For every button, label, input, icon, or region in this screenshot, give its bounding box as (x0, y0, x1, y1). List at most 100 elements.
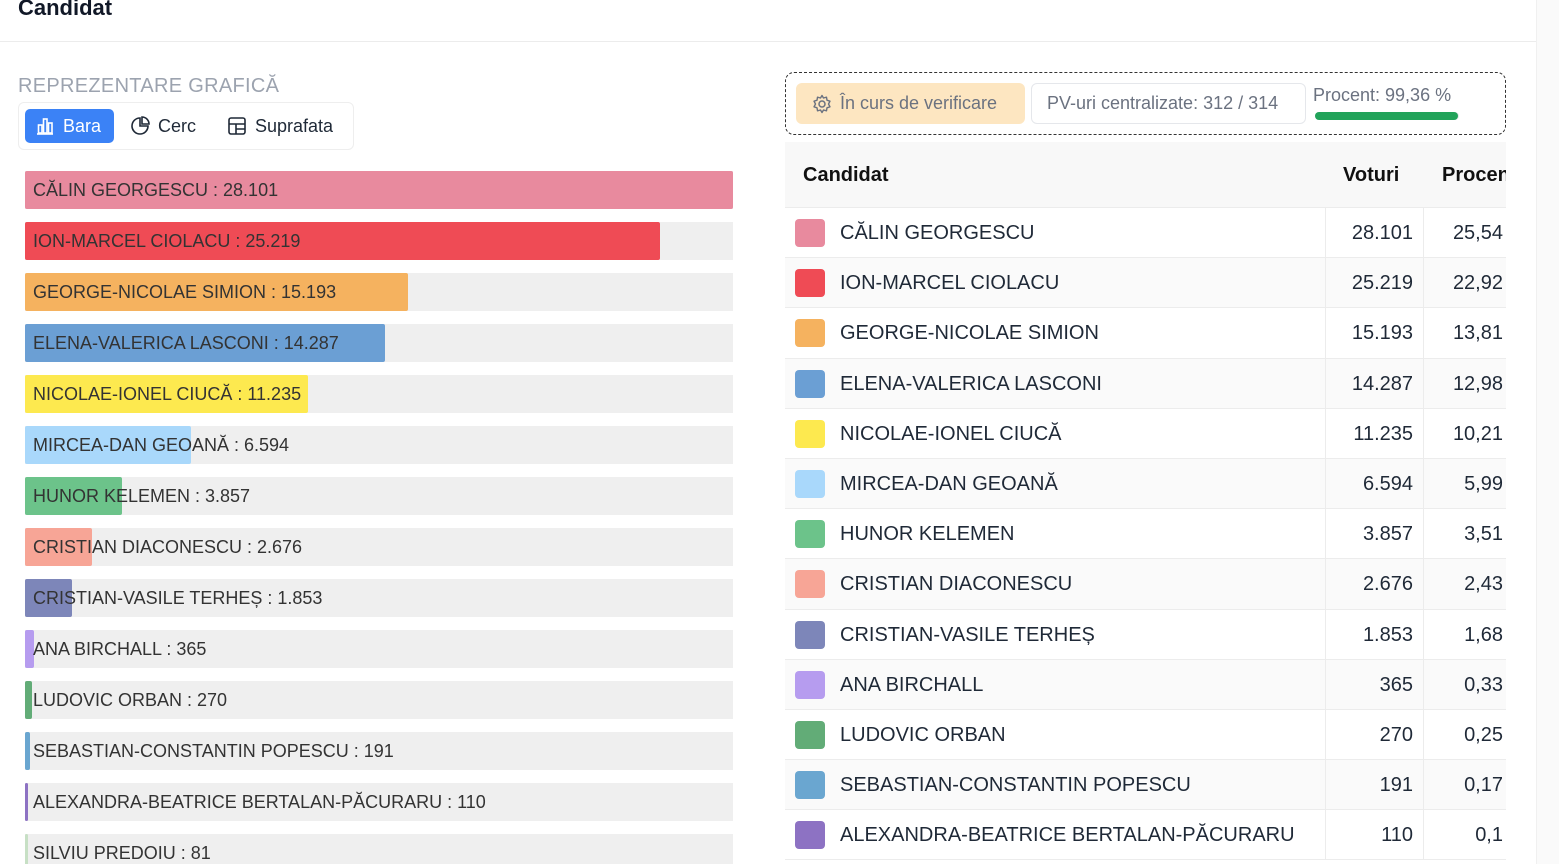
table-row[interactable]: ANA BIRCHALL 365 0,33 (785, 660, 1506, 710)
candidate-name-cell: SEBASTIAN-CONSTANTIN POPESCU (840, 760, 1191, 810)
table-row[interactable]: CĂLIN GEORGESCU 28.101 25,54 (785, 208, 1506, 258)
percent-cell: 25,54 (1423, 208, 1506, 258)
view-button-pie-label: Cerc (158, 116, 196, 137)
bar-row[interactable]: ION-MARCEL CIOLACU : 25.219 (25, 222, 733, 260)
table-row[interactable]: ION-MARCEL CIOLACU 25.219 22,92 (785, 258, 1506, 308)
votes-cell: 365 (1325, 660, 1423, 710)
table-row[interactable]: CRISTIAN-VASILE TERHEȘ 1.853 1,68 (785, 610, 1506, 660)
scrollbar-track[interactable] (1536, 0, 1559, 864)
candidate-name-cell: MIRCEA-DAN GEOANĂ (840, 459, 1058, 509)
percent-cell: 0,33 (1423, 660, 1506, 710)
color-swatch (795, 269, 825, 297)
bar-label: CRISTIAN-VASILE TERHEȘ : 1.853 (33, 579, 322, 617)
color-swatch (795, 520, 825, 548)
bar-row[interactable]: ALEXANDRA-BEATRICE BERTALAN-PĂCURARU : 1… (25, 783, 733, 821)
bar-row[interactable]: ELENA-VALERICA LASCONI : 14.287 (25, 324, 733, 362)
percent-cell: 22,92 (1423, 258, 1506, 308)
bar-row[interactable]: MIRCEA-DAN GEOANĂ : 6.594 (25, 426, 733, 464)
bar-label: ELENA-VALERICA LASCONI : 14.287 (33, 324, 339, 362)
percent-indicator: Procent: 99,36 % (1313, 83, 1473, 124)
bar-chart: CĂLIN GEORGESCU : 28.101 ION-MARCEL CIOLA… (25, 171, 733, 864)
page-title: Candidat (18, 0, 112, 21)
votes-cell: 28.101 (1325, 208, 1423, 258)
table-row[interactable]: ALEXANDRA-BEATRICE BERTALAN-PĂCURARU 110 0… (785, 810, 1506, 860)
bar (25, 732, 30, 770)
bar (25, 783, 28, 821)
gear-icon (812, 94, 832, 114)
status-panel: În curs de verificare PV-uri centralizat… (785, 72, 1506, 135)
candidate-name-cell: LUDOVIC ORBAN (840, 710, 1006, 760)
column-header-candidate[interactable]: Candidat (803, 142, 889, 208)
view-button-treemap-label: Suprafata (255, 116, 333, 137)
candidate-name-cell: HUNOR KELEMEN (840, 509, 1014, 559)
bar-label: LUDOVIC ORBAN : 270 (33, 681, 227, 719)
color-swatch (795, 420, 825, 448)
votes-cell: 25.219 (1325, 258, 1423, 308)
results-table: Candidat Voturi Procent CĂLIN GEORGESCU 2… (785, 142, 1506, 864)
bar-row[interactable]: SEBASTIAN-CONSTANTIN POPESCU : 191 (25, 732, 733, 770)
table-row[interactable]: NICOLAE-IONEL CIUCĂ 11.235 10,21 (785, 409, 1506, 459)
chart-view-switch: Bara Cerc Suprafata (18, 102, 354, 150)
table-row[interactable]: GEORGE-NICOLAE SIMION 15.193 13,81 (785, 308, 1506, 358)
table-row[interactable]: SEBASTIAN-CONSTANTIN POPESCU 191 0,17 (785, 760, 1506, 810)
bar-row[interactable]: ANA BIRCHALL : 365 (25, 630, 733, 668)
bar-row[interactable]: LUDOVIC ORBAN : 270 (25, 681, 733, 719)
votes-cell: 3.857 (1325, 509, 1423, 559)
color-swatch (795, 821, 825, 849)
view-button-bar[interactable]: Bara (25, 109, 114, 143)
table-row[interactable]: HUNOR KELEMEN 3.857 3,51 (785, 509, 1506, 559)
candidate-name-cell: ION-MARCEL CIOLACU (840, 258, 1059, 308)
color-swatch (795, 771, 825, 799)
bar-row[interactable]: NICOLAE-IONEL CIUCĂ : 11.235 (25, 375, 733, 413)
header-divider (0, 41, 1536, 42)
view-button-pie[interactable]: Cerc (120, 109, 208, 143)
candidate-name-cell: CRISTIAN DIACONESCU (840, 559, 1072, 609)
percent-progress-fill (1315, 112, 1458, 120)
percent-cell: 13,81 (1423, 308, 1506, 358)
percent-cell: 0,17 (1423, 760, 1506, 810)
bar-row[interactable]: CRISTIAN DIACONESCU : 2.676 (25, 528, 733, 566)
bar-row[interactable]: GEORGE-NICOLAE SIMION : 15.193 (25, 273, 733, 311)
candidate-name-cell: CĂLIN GEORGESCU (840, 208, 1034, 258)
percent-cell: 5,99 (1423, 459, 1506, 509)
votes-cell: 14.287 (1325, 359, 1423, 409)
table-row[interactable]: ELENA-VALERICA LASCONI 14.287 12,98 (785, 359, 1506, 409)
bar-row[interactable]: CRISTIAN-VASILE TERHEȘ : 1.853 (25, 579, 733, 617)
treemap-icon (227, 116, 247, 136)
bar-label: NICOLAE-IONEL CIUCĂ : 11.235 (33, 375, 301, 413)
table-row[interactable]: MIRCEA-DAN GEOANĂ 6.594 5,99 (785, 459, 1506, 509)
view-button-bar-label: Bara (63, 116, 101, 137)
percent-progress-track (1315, 112, 1459, 120)
percent-cell: 0,25 (1423, 710, 1506, 760)
bar-label: HUNOR KELEMEN : 3.857 (33, 477, 250, 515)
bar-row[interactable]: HUNOR KELEMEN : 3.857 (25, 477, 733, 515)
column-header-votes[interactable]: Voturi (1343, 142, 1399, 208)
table-body: CĂLIN GEORGESCU 28.101 25,54 ION-MARCEL CIO… (785, 208, 1506, 860)
color-swatch (795, 319, 825, 347)
color-swatch (795, 721, 825, 749)
view-button-treemap[interactable]: Suprafata (217, 109, 345, 143)
column-header-percent[interactable]: Procent (1442, 142, 1506, 208)
candidate-name-cell: ALEXANDRA-BEATRICE BERTALAN-PĂCURARU (840, 810, 1295, 860)
votes-cell: 270 (1325, 710, 1423, 760)
chart-section-label: REPREZENTARE GRAFICĂ (18, 75, 279, 98)
votes-cell: 110 (1325, 810, 1423, 860)
bar-label: GEORGE-NICOLAE SIMION : 15.193 (33, 273, 336, 311)
pv-centralized-badge: PV-uri centralizate: 312 / 314 (1031, 83, 1306, 124)
table-row[interactable]: CRISTIAN DIACONESCU 2.676 2,43 (785, 559, 1506, 609)
bar-label: SEBASTIAN-CONSTANTIN POPESCU : 191 (33, 732, 394, 770)
candidate-name-cell: ANA BIRCHALL (840, 660, 983, 710)
bar-row[interactable]: CĂLIN GEORGESCU : 28.101 (25, 171, 733, 209)
bar-label: ALEXANDRA-BEATRICE BERTALAN-PĂCURARU : 1… (33, 783, 486, 821)
votes-cell: 6.594 (1325, 459, 1423, 509)
bar-label: MIRCEA-DAN GEOANĂ : 6.594 (33, 426, 289, 464)
percent-cell: 12,98 (1423, 359, 1506, 409)
color-swatch (795, 570, 825, 598)
bar-row[interactable]: SILVIU PREDOIU : 81 (25, 834, 733, 864)
percent-cell: 2,43 (1423, 559, 1506, 609)
table-row[interactable]: LUDOVIC ORBAN 270 0,25 (785, 710, 1506, 760)
bar-label: CRISTIAN DIACONESCU : 2.676 (33, 528, 302, 566)
color-swatch (795, 621, 825, 649)
bar-label: ION-MARCEL CIOLACU : 25.219 (33, 222, 300, 260)
votes-cell: 11.235 (1325, 409, 1423, 459)
